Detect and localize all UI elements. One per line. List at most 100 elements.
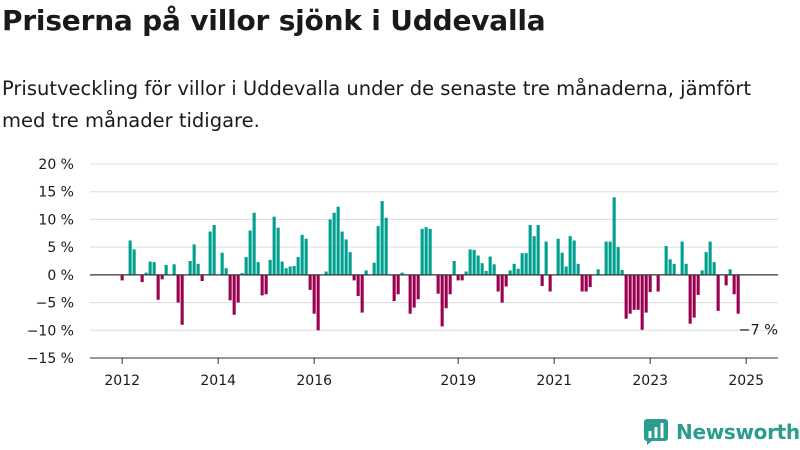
bar	[356, 274, 360, 296]
bar	[420, 228, 424, 275]
chart-subtitle: Prisutveckling för villor i Uddevalla un…	[2, 77, 752, 132]
bar	[160, 274, 164, 280]
bar	[688, 274, 692, 324]
bar	[632, 274, 636, 310]
bar	[424, 227, 428, 275]
bar	[520, 253, 524, 275]
bar	[236, 274, 240, 303]
bar	[344, 239, 348, 275]
bar	[296, 257, 300, 275]
bar	[232, 274, 236, 315]
bar	[628, 274, 632, 314]
bar	[308, 274, 312, 290]
y-tick-label: 0 %	[47, 268, 74, 284]
bar	[568, 236, 572, 275]
bar	[276, 227, 280, 275]
bar-chart: 20 %15 %10 %5 %0 %−5 %−10 %−15 % 2012 201…	[27, 157, 778, 389]
x-tick-label: 2016	[296, 373, 332, 389]
bar	[480, 263, 484, 275]
bar	[316, 274, 320, 331]
bar	[556, 238, 560, 275]
bar	[176, 274, 180, 303]
bar	[540, 274, 544, 286]
bar	[736, 274, 740, 314]
bar	[584, 274, 588, 292]
bar	[128, 240, 132, 275]
bar	[588, 274, 592, 288]
bar	[644, 274, 648, 313]
bar	[268, 259, 272, 275]
bar	[576, 263, 580, 275]
bar	[580, 274, 584, 292]
bar	[460, 274, 464, 281]
y-tick-label: 5 %	[47, 240, 74, 256]
bar	[348, 252, 352, 275]
bar	[616, 247, 620, 275]
bar	[292, 266, 296, 275]
bar	[464, 271, 468, 275]
bar	[304, 238, 308, 275]
bar	[572, 240, 576, 275]
y-tick-label: −15 %	[27, 351, 74, 367]
bar	[400, 272, 404, 275]
bar	[664, 246, 668, 275]
bar	[428, 228, 432, 275]
bar	[484, 271, 488, 275]
bar	[476, 255, 480, 275]
bar	[248, 230, 252, 275]
bar	[532, 236, 536, 275]
bar	[192, 244, 196, 275]
bar	[212, 225, 216, 275]
bar	[700, 270, 704, 275]
latest-value-label: −7 %	[738, 323, 778, 339]
y-tick-label: −10 %	[27, 323, 74, 339]
bar	[508, 270, 512, 275]
y-tick-label: 10 %	[38, 212, 74, 228]
bar	[716, 274, 720, 311]
newsworthy-logo: Newsworthy	[644, 419, 800, 445]
bar	[672, 263, 676, 275]
bar	[120, 274, 124, 281]
x-tick-label: 2014	[200, 373, 236, 389]
bar	[380, 201, 384, 275]
bar	[440, 274, 444, 327]
bar	[208, 231, 212, 275]
bar	[288, 266, 292, 275]
bar	[408, 274, 412, 314]
bar	[312, 274, 316, 314]
bar	[684, 263, 688, 275]
bar	[608, 241, 612, 275]
bar	[636, 274, 640, 310]
bar	[504, 274, 508, 287]
x-tick-label: 2012	[104, 373, 140, 389]
bar	[596, 269, 600, 275]
bar	[456, 274, 460, 281]
bar	[244, 257, 248, 275]
bar	[172, 264, 176, 275]
bar	[256, 262, 260, 275]
bar	[340, 231, 344, 275]
x-tick-label: 2019	[440, 373, 476, 389]
bar	[372, 262, 376, 275]
bar	[224, 268, 228, 275]
bar	[396, 274, 400, 295]
bar	[468, 249, 472, 275]
bar	[324, 271, 328, 275]
bar	[536, 225, 540, 275]
bar	[624, 274, 628, 319]
bar	[516, 268, 520, 275]
y-tick-label: −5 %	[36, 296, 74, 312]
bar	[156, 274, 160, 300]
bar	[260, 274, 264, 296]
bar	[500, 274, 504, 303]
x-axis: 2012 2014 2016 2019 2021 2023 2025	[90, 274, 778, 389]
bar	[656, 274, 660, 292]
bar	[180, 274, 184, 325]
bar	[164, 264, 168, 275]
bar	[264, 274, 268, 295]
bar	[352, 274, 356, 281]
bar	[412, 274, 416, 308]
y-axis: 20 % 15 % 10 % 5 % 0 % −5 % −10 % −15 %	[27, 157, 74, 367]
bar	[220, 252, 224, 275]
bar	[392, 274, 396, 301]
